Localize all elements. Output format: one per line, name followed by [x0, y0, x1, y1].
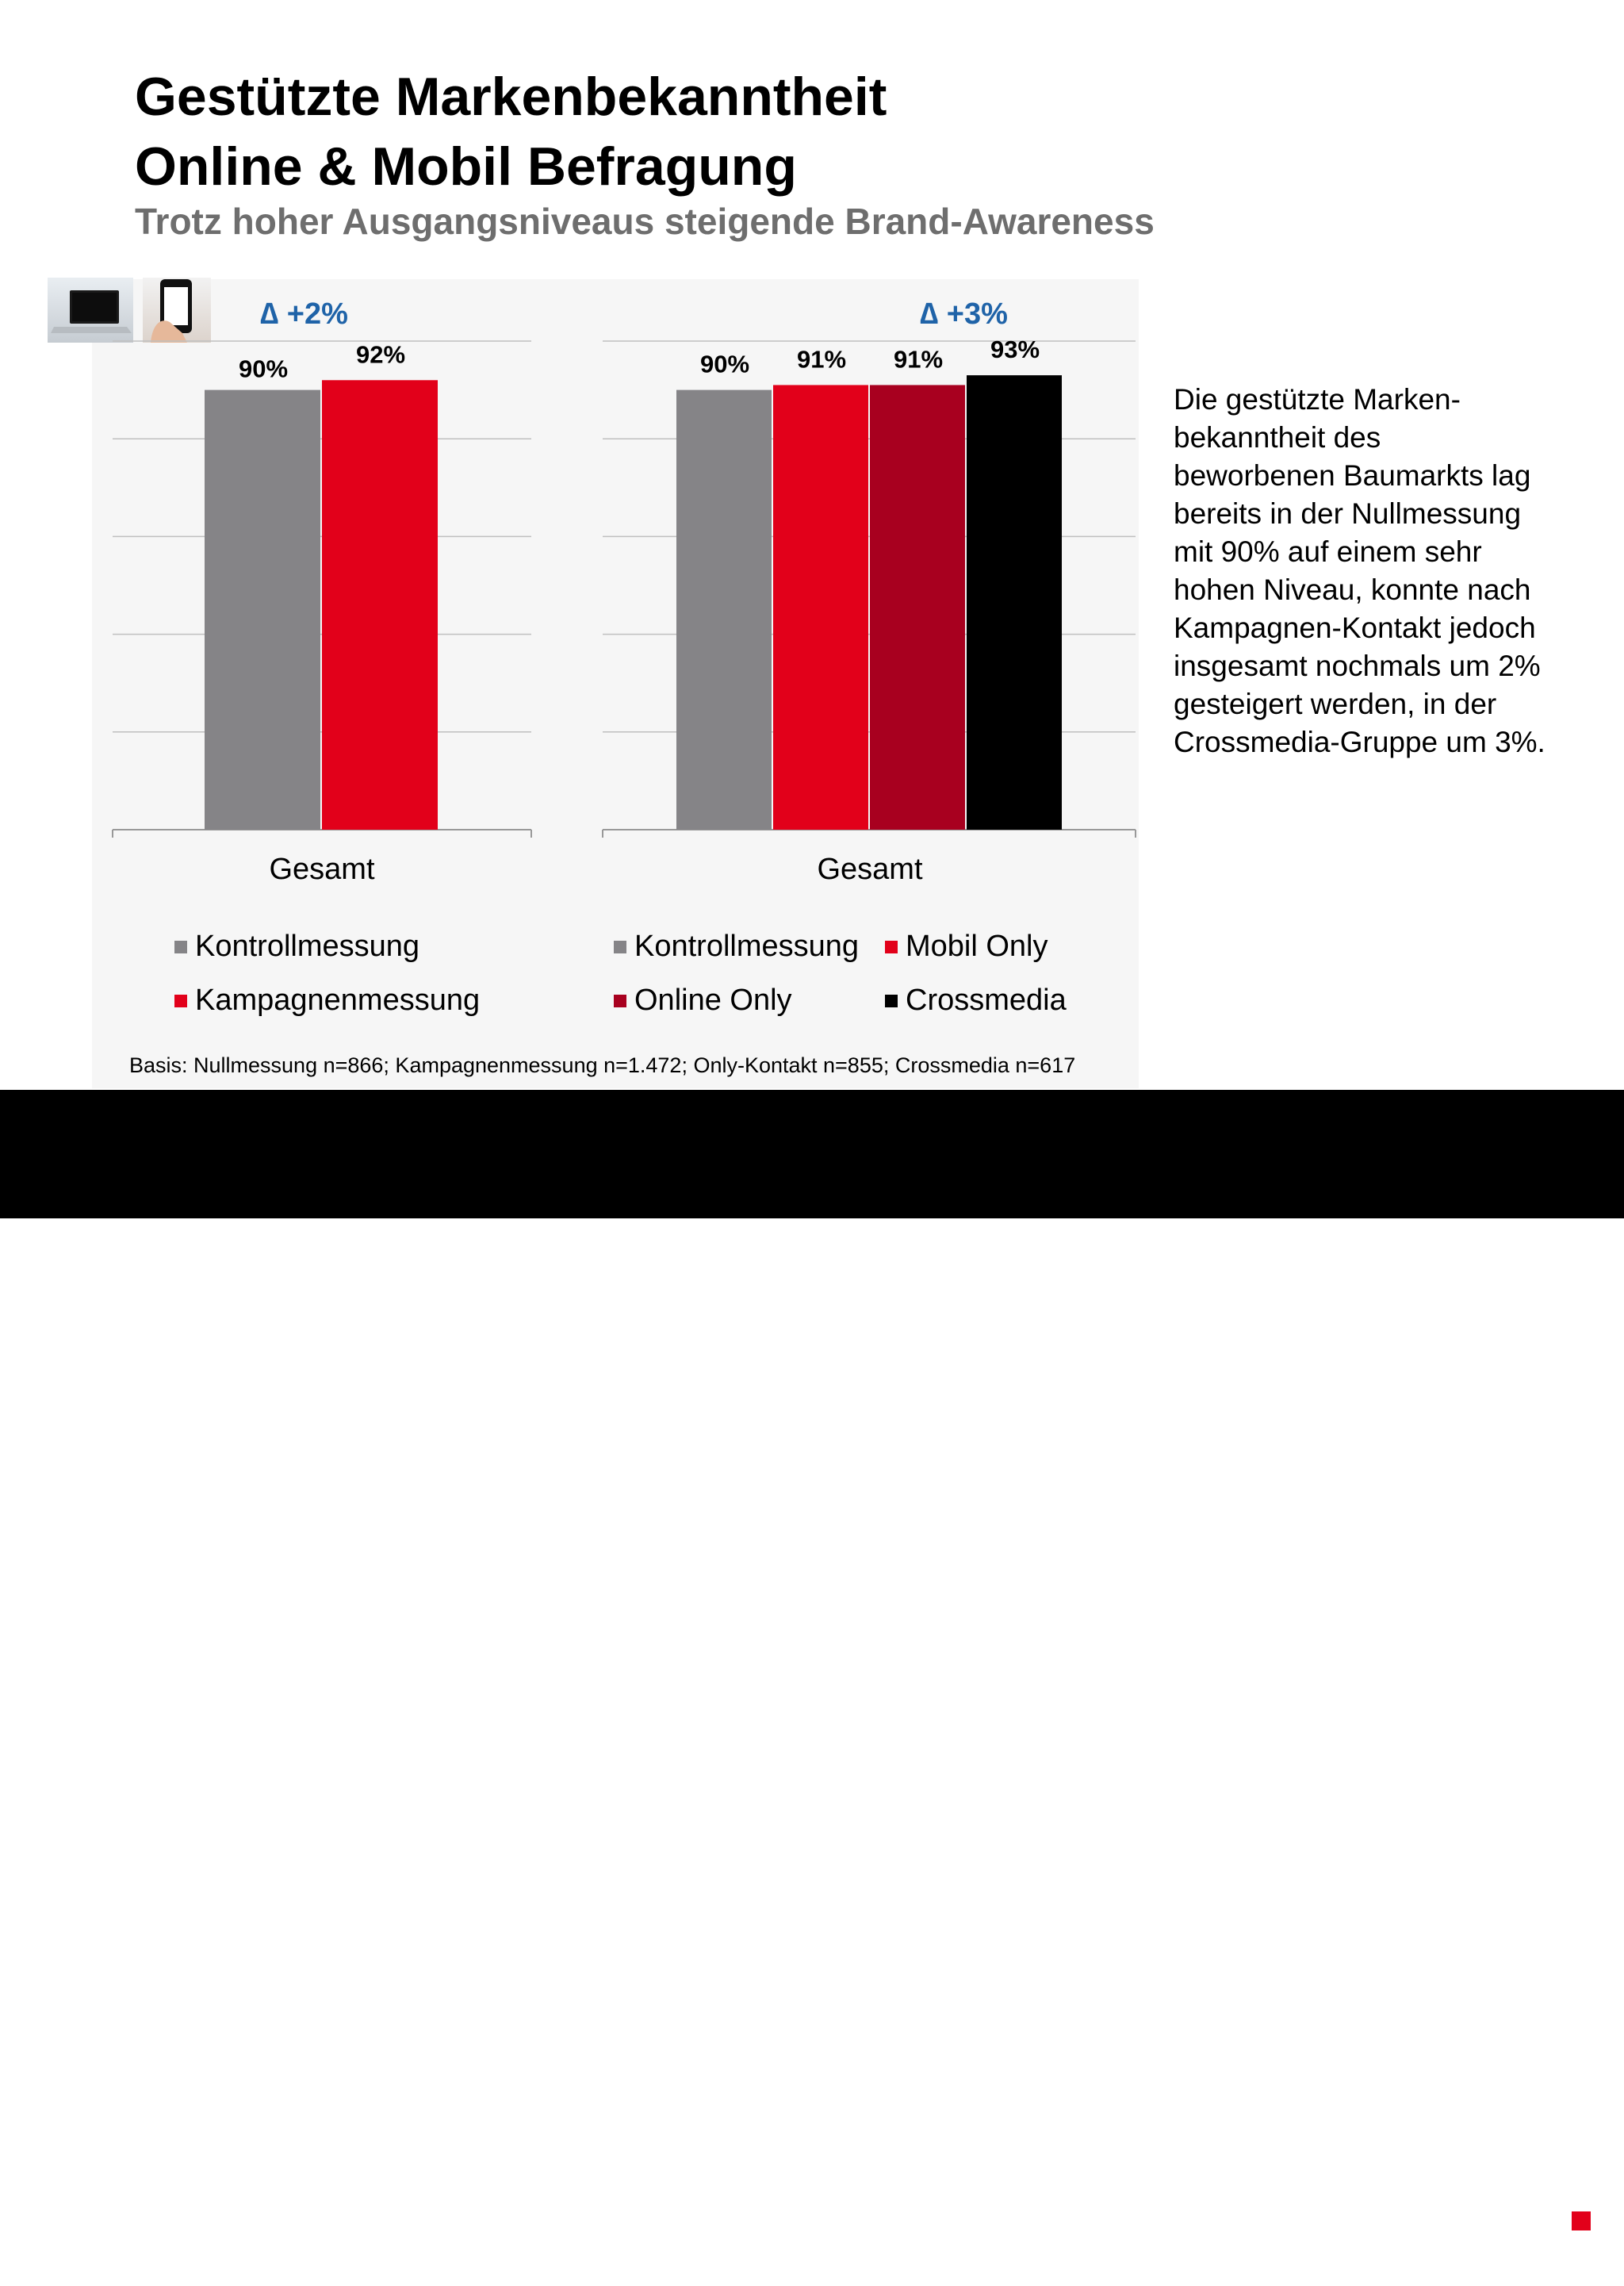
brand-logo-line-1: axel springer: [1339, 2200, 1548, 2241]
legend-swatch: [614, 940, 626, 953]
bar-online-only: [870, 385, 965, 830]
title-line-1: Gestützte Markenbekanntheit: [135, 67, 887, 127]
data-label-crossmedia: 93%: [990, 336, 1040, 363]
legend-label: Online Only: [634, 984, 792, 1017]
bar-mobil-only: [773, 385, 868, 830]
legend-item-mobil-only: Mobil Only: [885, 930, 1048, 964]
legend-item-crossmedia: Crossmedia: [885, 984, 1067, 1018]
legend-label: Kontrollmessung: [634, 930, 860, 963]
legend-swatch: [614, 994, 626, 1007]
legend-label: Kampagnenmessung: [195, 984, 481, 1017]
page-title: Gestützte Markenbekanntheit Online & Mob…: [135, 62, 887, 201]
laptop-icon: [48, 278, 133, 343]
data-label-kontrollmessung: 90%: [700, 351, 749, 378]
delta-annotation: ∆ +3%: [920, 297, 1008, 331]
bar-kampagnenmessung: [322, 380, 438, 830]
delta-annotation: ∆ +2%: [260, 297, 348, 331]
legend-label: Crossmedia: [906, 984, 1067, 1017]
bar-kontrollmessung: [205, 389, 320, 830]
legend-label: Mobil Only: [906, 930, 1048, 963]
page-subtitle: Trotz hoher Ausgangsniveaus steigende Br…: [135, 201, 1155, 242]
title-line-2: Online & Mobil Befragung: [135, 136, 797, 197]
description-text: Die gestützte Marken-bekanntheit des bew…: [1174, 383, 1545, 758]
legend-swatch: [885, 940, 898, 953]
data-label-online-only: 91%: [894, 345, 943, 373]
category-label: Gesamt: [817, 853, 922, 886]
footer-caption: CampaignCheck HomeRun, BILD.de und BILD.…: [485, 2254, 1135, 2283]
bar-chart: 90% 92% Gesamt ∆ +2% 90% 91% 91% 93% Gesamt ∆ +3%: [112, 297, 1136, 886]
footer-bar: 13 CampaignCheck HomeRun, BILD.de und BI…: [0, 1090, 1624, 2285]
data-label-kontrollmessung: 90%: [239, 355, 288, 383]
legend-item-kontrollmessung: Kontrollmessung: [614, 930, 859, 964]
bar-kontrollmessung: [676, 389, 772, 830]
category-label: Gesamt: [269, 853, 374, 886]
legend-item-kampagnenmessung: Kampagnenmessung: [174, 984, 480, 1018]
legend-swatch: [174, 940, 187, 953]
legend-swatch: [174, 994, 187, 1007]
smartphone-icon: [143, 278, 211, 343]
page-number: 13: [135, 2256, 162, 2282]
data-label-kampagnenmessung: 92%: [356, 340, 405, 368]
brand-logo-square: [1572, 2211, 1591, 2230]
legend-item-kontrollmessung: Kontrollmessung: [174, 930, 419, 964]
legend-swatch: [885, 994, 898, 1007]
legend-label: Kontrollmessung: [195, 930, 420, 963]
legend-item-online-only: Online Only: [614, 984, 792, 1018]
sample-basis-note: Basis: Nullmessung n=866; Kampagnenmessu…: [129, 1053, 1076, 1077]
bar-crossmedia: [967, 375, 1062, 830]
brand-logo-line-2: media impact: [1283, 2239, 1547, 2285]
data-label-mobil-only: 91%: [797, 345, 846, 373]
